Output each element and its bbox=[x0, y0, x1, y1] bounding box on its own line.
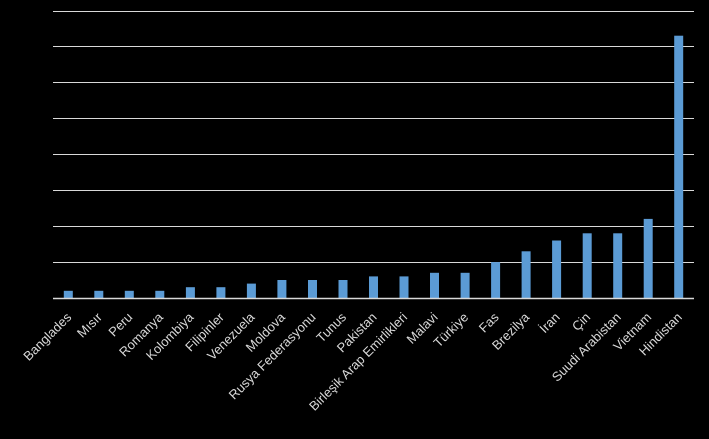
x-tick-label: Çin bbox=[569, 310, 593, 334]
bar bbox=[399, 276, 409, 298]
bar bbox=[94, 290, 104, 298]
x-tick-labels: Banglades Mısır PeruRomanyaKolombiyaFilipi… bbox=[20, 309, 685, 414]
x-tick-label: İran bbox=[536, 310, 562, 336]
bar bbox=[491, 262, 501, 298]
bar bbox=[185, 287, 195, 298]
x-tick-label: Mısır bbox=[74, 309, 106, 341]
bar bbox=[674, 35, 684, 298]
bar bbox=[246, 283, 256, 298]
bars bbox=[63, 35, 684, 298]
bar bbox=[552, 240, 562, 298]
bar bbox=[124, 290, 134, 298]
bar bbox=[369, 276, 378, 298]
bar bbox=[277, 280, 287, 298]
bar bbox=[643, 218, 653, 298]
bar bbox=[308, 280, 317, 298]
gridlines bbox=[53, 11, 694, 263]
x-tick-label: Türkiye bbox=[430, 310, 471, 351]
bar bbox=[613, 233, 623, 298]
bar bbox=[521, 251, 531, 298]
bar bbox=[216, 287, 226, 298]
bar bbox=[155, 290, 165, 298]
x-tick-label: Banglades bbox=[20, 309, 74, 363]
bar bbox=[582, 233, 592, 298]
bar bbox=[430, 272, 439, 298]
bar bbox=[460, 272, 470, 298]
x-tick-label: Fas bbox=[476, 309, 502, 335]
bar bbox=[63, 290, 73, 298]
bar bbox=[338, 280, 348, 298]
